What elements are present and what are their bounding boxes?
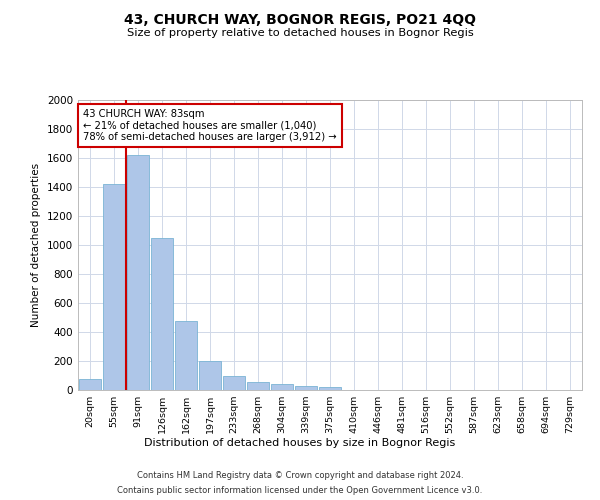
Y-axis label: Number of detached properties: Number of detached properties [31, 163, 41, 327]
Text: Contains HM Land Registry data © Crown copyright and database right 2024.: Contains HM Land Registry data © Crown c… [137, 471, 463, 480]
Bar [199, 361, 221, 390]
Bar [175, 321, 197, 390]
Bar [271, 384, 293, 390]
Bar [151, 238, 173, 390]
Text: Size of property relative to detached houses in Bognor Regis: Size of property relative to detached ho… [127, 28, 473, 38]
Text: Distribution of detached houses by size in Bognor Regis: Distribution of detached houses by size … [145, 438, 455, 448]
Bar [127, 155, 149, 390]
Bar [103, 184, 125, 390]
Bar [319, 387, 341, 390]
Text: 43, CHURCH WAY, BOGNOR REGIS, PO21 4QQ: 43, CHURCH WAY, BOGNOR REGIS, PO21 4QQ [124, 12, 476, 26]
Text: Contains public sector information licensed under the Open Government Licence v3: Contains public sector information licen… [118, 486, 482, 495]
Bar [79, 379, 101, 390]
Bar [247, 382, 269, 390]
Bar [223, 376, 245, 390]
Bar [295, 386, 317, 390]
Text: 43 CHURCH WAY: 83sqm
← 21% of detached houses are smaller (1,040)
78% of semi-de: 43 CHURCH WAY: 83sqm ← 21% of detached h… [83, 108, 337, 142]
